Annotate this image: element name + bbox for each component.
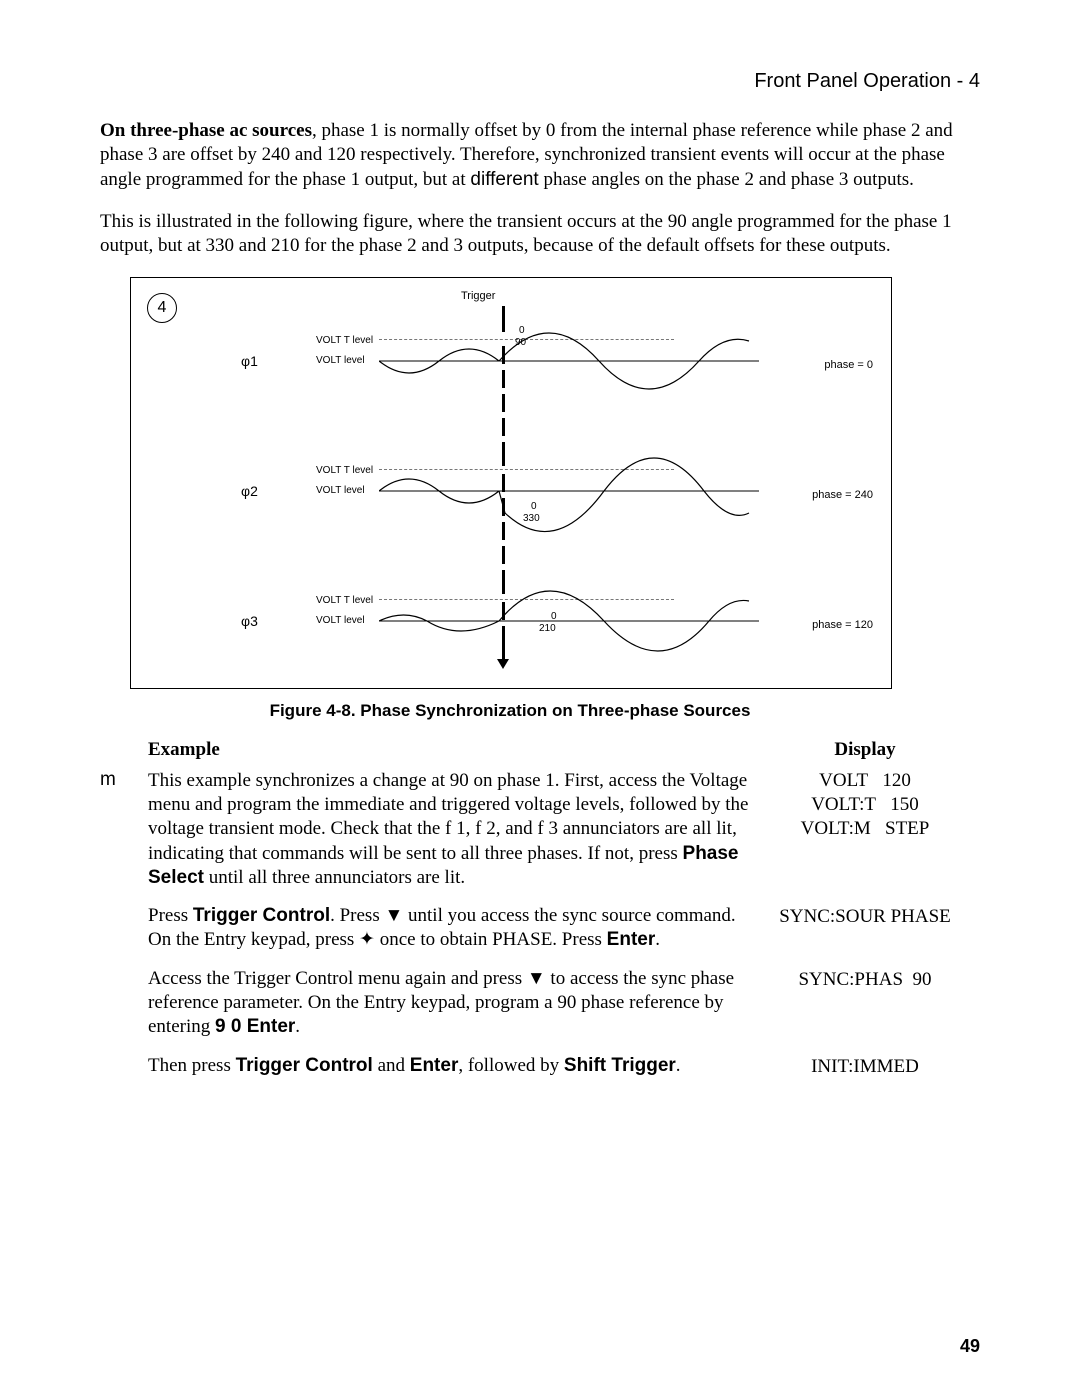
example-text-fragment: .: [655, 929, 660, 950]
para1-different: different: [470, 169, 538, 190]
display-value: INIT:IMMED: [750, 1055, 980, 1079]
row2-phase-eq: phase = 240: [812, 489, 873, 501]
keypress-label: Trigger Control: [193, 905, 330, 926]
example-table: m Example This example synchronizes a ch…: [100, 739, 980, 1093]
display-row: SYNC:PHAS 90: [750, 968, 980, 1041]
volt-t-level-label: VOLT T level: [316, 335, 373, 346]
display-row: INIT:IMMED: [750, 1055, 980, 1079]
phi1-label: φ1: [241, 353, 258, 369]
keypress-label: 9 0 Enter: [215, 1016, 295, 1037]
row1-phase-eq: phase = 0: [824, 359, 873, 371]
example-text-fragment: until all three annunciators are lit.: [204, 867, 465, 888]
paragraph-1: On three-phase ac sources, phase 1 is no…: [100, 119, 980, 192]
example-text-fragment: .: [295, 1016, 300, 1037]
phi2-label: φ2: [241, 483, 258, 499]
row2-angle: 330: [523, 513, 540, 524]
keypress-label: Trigger Control: [236, 1055, 373, 1076]
keypress-label: Enter: [607, 929, 656, 950]
example-text-fragment: Press: [148, 905, 193, 926]
volt-level-label: VOLT level: [316, 615, 365, 626]
display-value: SYNC:SOUR PHASE: [750, 905, 980, 954]
example-text-fragment: , followed by: [458, 1055, 564, 1076]
row3-angle: 210: [539, 623, 556, 634]
display-row: VOLT 120VOLT:T 150VOLT:M STEP: [750, 769, 980, 891]
row3-phase-eq: phase = 120: [812, 619, 873, 631]
example-header: Example: [148, 739, 750, 761]
volt-t-level-label: VOLT T level: [316, 595, 373, 606]
example-text: Press Trigger Control. Press ▼ until you…: [148, 904, 750, 953]
row3-zero: 0: [551, 611, 557, 622]
wave-row-3: φ3 VOLT T level VOLT level 0 210 phase =…: [131, 573, 891, 668]
example-col-m: m: [100, 739, 148, 1093]
example-text: Access the Trigger Control menu again an…: [148, 967, 750, 1040]
waveform-3: [379, 573, 759, 668]
example-text-fragment: .: [676, 1055, 681, 1076]
paragraph-2: This is illustrated in the following fig…: [100, 210, 980, 259]
volt-level-label: VOLT level: [316, 485, 365, 496]
wave-row-2: φ2 VOLT T level VOLT level 0 330 phase =…: [131, 443, 891, 538]
para1-lead: On three-phase ac sources: [100, 120, 312, 141]
example-text: Then press Trigger Control and Enter, fo…: [148, 1054, 750, 1078]
keypress-label: Shift Trigger: [564, 1055, 676, 1076]
example-row: Then press Trigger Control and Enter, fo…: [148, 1054, 750, 1078]
display-row: SYNC:SOUR PHASE: [750, 905, 980, 954]
row2-zero: 0: [531, 501, 537, 512]
example-text-fragment: and: [373, 1055, 410, 1076]
figure-caption: Figure 4-8. Phase Synchronization on Thr…: [130, 701, 890, 721]
figure-4-8: 4 Trigger φ1 VOLT T level VOLT level 0 9…: [130, 277, 892, 689]
volt-level-label: VOLT level: [316, 355, 365, 366]
example-text-fragment: This example synchronizes a change at 90…: [148, 770, 748, 864]
example-row: This example synchronizes a change at 90…: [148, 769, 750, 891]
document-page: Front Panel Operation - 4 On three-phase…: [0, 0, 1080, 1397]
para1-tail: phase angles on the phase 2 and phase 3 …: [539, 169, 914, 190]
example-row: Access the Trigger Control menu again an…: [148, 967, 750, 1040]
example-text-fragment: Then press: [148, 1055, 236, 1076]
waveform-2: [379, 443, 759, 538]
trigger-label: Trigger: [461, 290, 495, 302]
waveform-1: [379, 313, 759, 408]
wave-row-1: φ1 VOLT T level VOLT level 0 90 phase = …: [131, 313, 891, 408]
running-head: Front Panel Operation - 4: [100, 70, 980, 93]
page-number: 49: [960, 1336, 980, 1357]
example-text: This example synchronizes a change at 90…: [148, 769, 750, 891]
phi3-label: φ3: [241, 613, 258, 629]
display-value: VOLT 120VOLT:T 150VOLT:M STEP: [750, 769, 980, 891]
row1-zero: 0: [519, 325, 525, 336]
keypress-label: Enter: [410, 1055, 459, 1076]
example-row: Press Trigger Control. Press ▼ until you…: [148, 904, 750, 953]
row1-angle: 90: [515, 337, 526, 348]
display-header: Display: [750, 739, 980, 761]
display-value: SYNC:PHAS 90: [750, 968, 980, 1041]
volt-t-level-label: VOLT T level: [316, 465, 373, 476]
